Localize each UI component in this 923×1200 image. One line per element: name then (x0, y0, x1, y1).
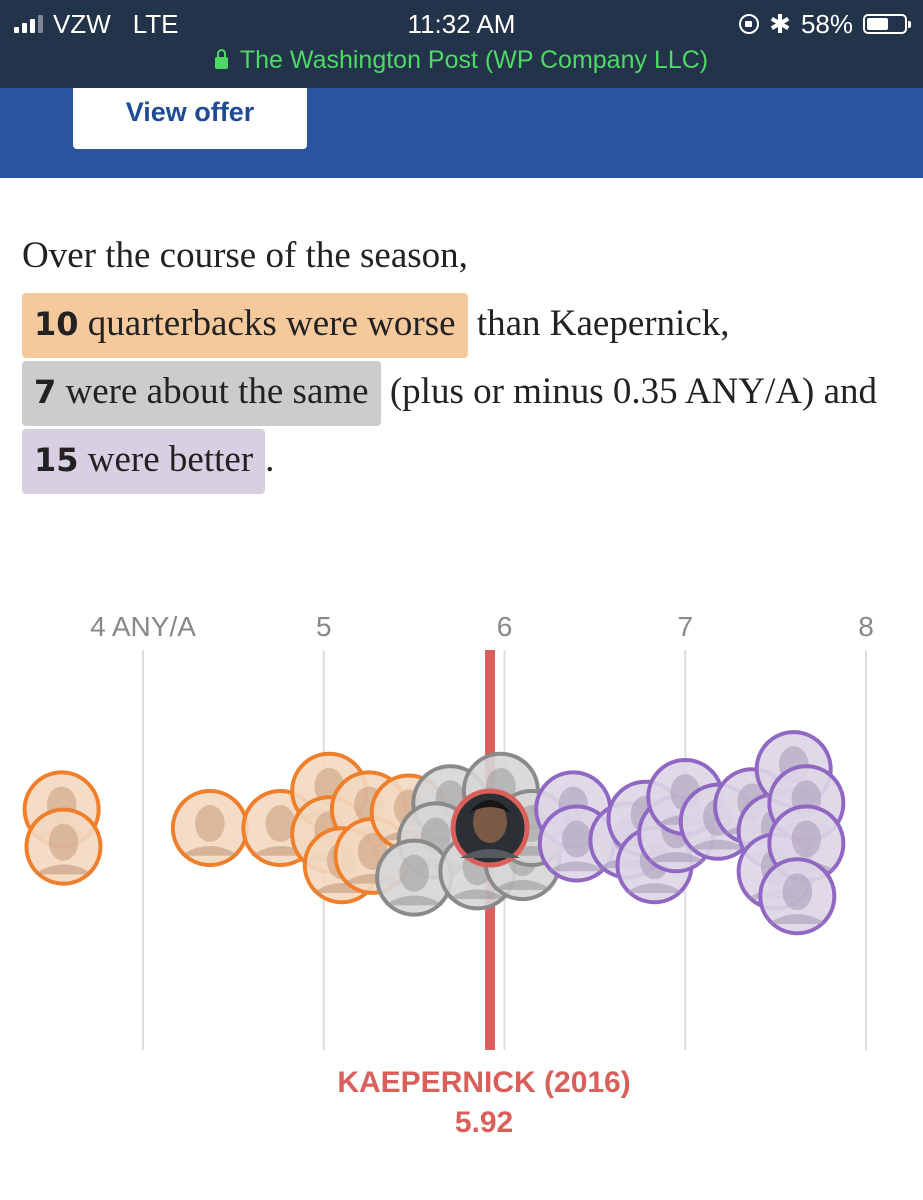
chart-tick-labels: 4 ANY/A 5 6 7 8 (90, 611, 874, 642)
padlock-icon (214, 49, 228, 69)
better-dot-shoulders (624, 883, 685, 893)
better-dot-shoulders (767, 914, 827, 924)
same-dot-shoulders (492, 880, 553, 890)
kaepernick-photo-hair (468, 800, 513, 814)
kaepernick-photo-shoulders (460, 849, 521, 858)
kaepernick-name-label: KAEPERNICK (2016) (337, 1066, 630, 1099)
rotation-lock-icon (739, 14, 760, 34)
battery-percent: 58% (800, 8, 853, 39)
better-dot-face (782, 873, 813, 911)
tick-label-6: 6 (497, 611, 513, 642)
view-offer-button[interactable]: View offer (73, 88, 307, 149)
better-dot-shoulders (547, 861, 607, 872)
clock: 11:32 AM (407, 9, 516, 39)
worse-dot-shoulders (180, 845, 240, 856)
site-identity: The Washington Post (WP Company LLC) (239, 46, 709, 74)
same-dot-shoulders (384, 895, 444, 906)
status-bar: VZW LTE 11:32 AM ✱ 58% The Washington Po… (0, 0, 923, 88)
tick-label-4: 4 ANY/A (90, 611, 196, 642)
better-label: were better (87, 439, 254, 480)
worse-label: quarterbacks were worse (87, 303, 456, 344)
kaepernick-value-label: 5.92 (455, 1106, 513, 1139)
worse-count: 10 (34, 305, 79, 343)
better-highlight: 15 were better (22, 429, 266, 494)
kaepernick-dot (450, 788, 530, 868)
same-count: 7 (34, 373, 57, 411)
network-type: LTE (132, 8, 179, 39)
summary-paragraph: Over the course of the season, 10 quarter… (22, 222, 902, 494)
same-highlight: 7 were about the same (22, 361, 381, 426)
worse-quarterback-dot-3 (170, 789, 249, 867)
battery-fill (867, 18, 888, 30)
better-dot-face (791, 820, 822, 858)
battery-icon (863, 14, 911, 34)
quarterback-dots (22, 730, 846, 936)
same-dot-face (399, 854, 429, 892)
status-bar-right: ✱ 58% (739, 8, 911, 40)
worse-dot-face (48, 823, 79, 861)
better-count: 15 (34, 441, 79, 479)
same-label: were about the same (65, 371, 369, 412)
worse-highlight: 10 quarterbacks were worse (22, 293, 468, 358)
better-dot-face (562, 820, 592, 858)
status-bar-left: VZW LTE (14, 8, 179, 40)
worse-dot-face (265, 805, 296, 843)
any-a-beeswarm-chart: 4 ANY/A 5 6 7 8 KAEPERNICK (2016) 5.92 (22, 611, 874, 1139)
summary-end: . (265, 439, 275, 480)
tick-label-5: 5 (316, 611, 332, 642)
worse-suffix: than Kaepernick, (476, 303, 730, 344)
worse-dot-shoulders (33, 864, 94, 875)
same-suffix: (plus or minus 0.35 ANY/A) and (389, 371, 877, 412)
summary-intro: Over the course of the season, (22, 235, 468, 276)
url-bar[interactable]: The Washington Post (WP Company LLC) (0, 44, 923, 76)
kaepernick-labels: KAEPERNICK (2016) 5.92 (337, 1066, 630, 1139)
same-dot-shoulders (447, 889, 507, 900)
better-dot-shoulders (646, 852, 706, 862)
signal-strength-icon (14, 15, 43, 33)
worse-dot-face (195, 805, 225, 843)
better-quarterback-dot-15 (758, 857, 837, 936)
bluetooth-icon: ✱ (769, 9, 791, 39)
worse-quarterback-dot-2 (24, 807, 103, 886)
tick-label-7: 7 (677, 611, 693, 642)
kaepernick-photo-face (473, 801, 508, 843)
better-dot-shoulders (688, 839, 748, 850)
tick-label-8: 8 (858, 611, 874, 642)
carrier-name: VZW (53, 8, 111, 39)
